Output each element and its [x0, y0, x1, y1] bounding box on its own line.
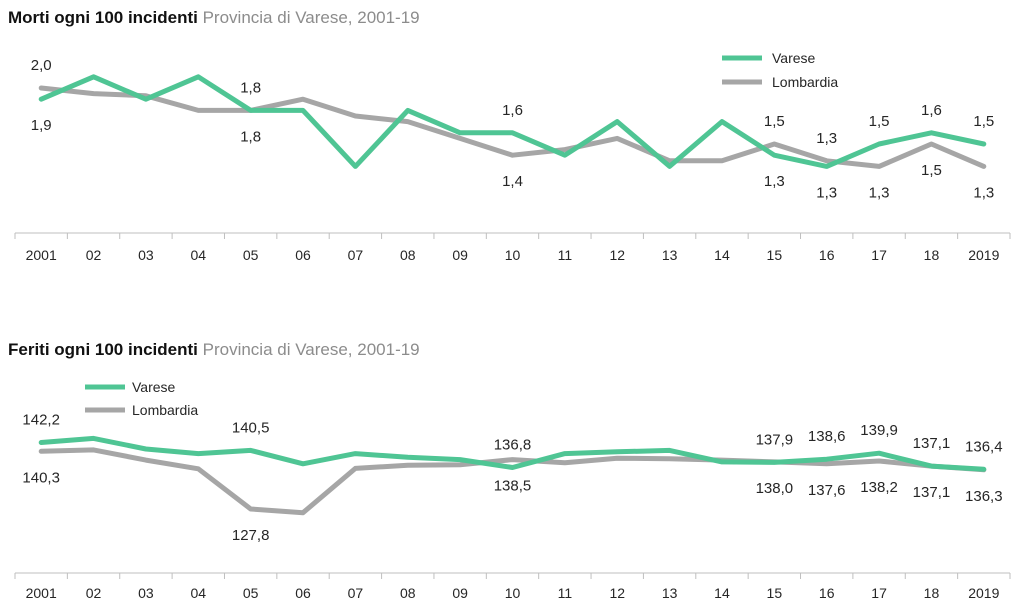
data-label: 1,3: [816, 184, 837, 201]
x-tick-label: 05: [243, 247, 259, 263]
legend-label-lombardia: Lombardia: [132, 402, 198, 418]
x-tick-label: 02: [86, 585, 102, 601]
data-label: 1,3: [816, 130, 837, 147]
x-tick-label: 11: [558, 585, 573, 601]
data-label: 2,0: [31, 57, 52, 74]
x-tick-label: 14: [714, 585, 730, 601]
x-tick-label: 06: [295, 585, 311, 601]
data-label: 1,5: [973, 113, 994, 130]
data-label: 142,2: [22, 412, 60, 429]
x-tick-label: 18: [924, 247, 940, 263]
chart-subtitle: Provincia di Varese, 2001-19: [202, 340, 420, 359]
x-tick-label: 09: [452, 247, 468, 263]
x-tick-label: 16: [819, 247, 835, 263]
data-label: 137,1: [913, 435, 951, 452]
chart-title: Feriti ogni 100 incidenti Provincia di V…: [8, 340, 420, 360]
data-label: 1,9: [31, 117, 52, 134]
series-line-varese: [38, 435, 987, 472]
x-tick-label: 10: [505, 247, 521, 263]
x-tick-label: 04: [191, 585, 207, 601]
data-label: 1,8: [240, 128, 261, 145]
chart-title-main: Morti ogni 100 incidenti: [8, 8, 198, 27]
x-tick-label: 10: [505, 585, 521, 601]
data-label: 1,8: [240, 79, 261, 96]
x-tick-label: 15: [767, 247, 783, 263]
data-label: 138,6: [808, 428, 846, 445]
data-label: 1,6: [502, 102, 523, 119]
x-tick-label: 18: [924, 585, 940, 601]
x-tick-label: 12: [609, 247, 625, 263]
data-label: 140,3: [22, 469, 60, 486]
chart-morti-plot: 2001 02 03 04 05 06 07 08 09 10 11 12 13 14 15 16 17 18 20…: [14, 50, 1011, 263]
data-label: 137,1: [913, 484, 951, 501]
chart-feriti-plot: 2001 02 03 04 05 06 07 08 09 10 11 12 13 14 15 16 17 18 20…: [14, 379, 1011, 601]
x-tick-label: 06: [295, 247, 311, 263]
x-tick-label: 08: [400, 247, 416, 263]
series-line-varese: [38, 74, 987, 169]
x-tick-label: 2001: [26, 247, 57, 263]
x-tick-label: 03: [138, 247, 154, 263]
x-tick-label: 2001: [26, 585, 57, 601]
x-tick-label: 17: [871, 247, 887, 263]
x-tick-label: 02: [86, 247, 102, 263]
data-label: 138,0: [756, 480, 794, 497]
x-tick-label: 07: [348, 247, 364, 263]
x-tick-label: 08: [400, 585, 416, 601]
x-tick-label: 14: [714, 247, 730, 263]
x-tick-label: 03: [138, 585, 154, 601]
data-label: 139,9: [860, 422, 898, 439]
data-label: 140,5: [232, 419, 270, 436]
chart-title-main: Feriti ogni 100 incidenti: [8, 340, 198, 359]
data-label: 137,9: [756, 431, 794, 448]
data-label: 1,6: [921, 102, 942, 119]
data-label: 136,4: [965, 438, 1003, 455]
x-tick-label: 07: [348, 585, 364, 601]
x-tick-label: 15: [767, 585, 783, 601]
chart-morti: Morti ogni 100 incidenti Provincia di Va…: [0, 0, 1024, 300]
data-label: 1,5: [869, 113, 890, 130]
data-label: 127,8: [232, 527, 270, 544]
data-label: 1,3: [764, 173, 785, 190]
x-tick-label: 05: [243, 585, 259, 601]
x-tick-label: 09: [452, 585, 468, 601]
series-line-lombardia: [38, 85, 987, 169]
legend-label-varese: Varese: [132, 379, 176, 395]
legend-label-lombardia: Lombardia: [772, 74, 838, 90]
x-tick-label: 17: [871, 585, 887, 601]
data-label: 1,3: [973, 184, 994, 201]
x-tick-label: 2019: [968, 247, 999, 263]
legend-label-varese: Varese: [772, 50, 816, 66]
data-label: 138,5: [494, 478, 532, 495]
chart-feriti: Feriti ogni 100 incidenti Provincia di V…: [0, 330, 1024, 609]
x-tick-label: 16: [819, 585, 835, 601]
x-tick-label: 13: [662, 585, 678, 601]
x-tick-label: 2019: [968, 585, 999, 601]
x-tick-label: 12: [609, 585, 625, 601]
data-label: 138,2: [860, 479, 898, 496]
x-tick-label: 04: [191, 247, 207, 263]
chart-subtitle: Provincia di Varese, 2001-19: [202, 8, 420, 27]
x-tick-label: 13: [662, 247, 678, 263]
data-label: 136,8: [494, 436, 532, 453]
data-label: 1,4: [502, 173, 523, 190]
data-label: 137,6: [808, 482, 846, 499]
data-label: 1,5: [764, 113, 785, 130]
data-label: 1,3: [869, 184, 890, 201]
data-label: 136,3: [965, 488, 1003, 505]
chart-title: Morti ogni 100 incidenti Provincia di Va…: [8, 8, 420, 28]
x-tick-label: 11: [558, 247, 573, 263]
series-line-lombardia: [38, 447, 987, 516]
data-label: 1,5: [921, 162, 942, 179]
